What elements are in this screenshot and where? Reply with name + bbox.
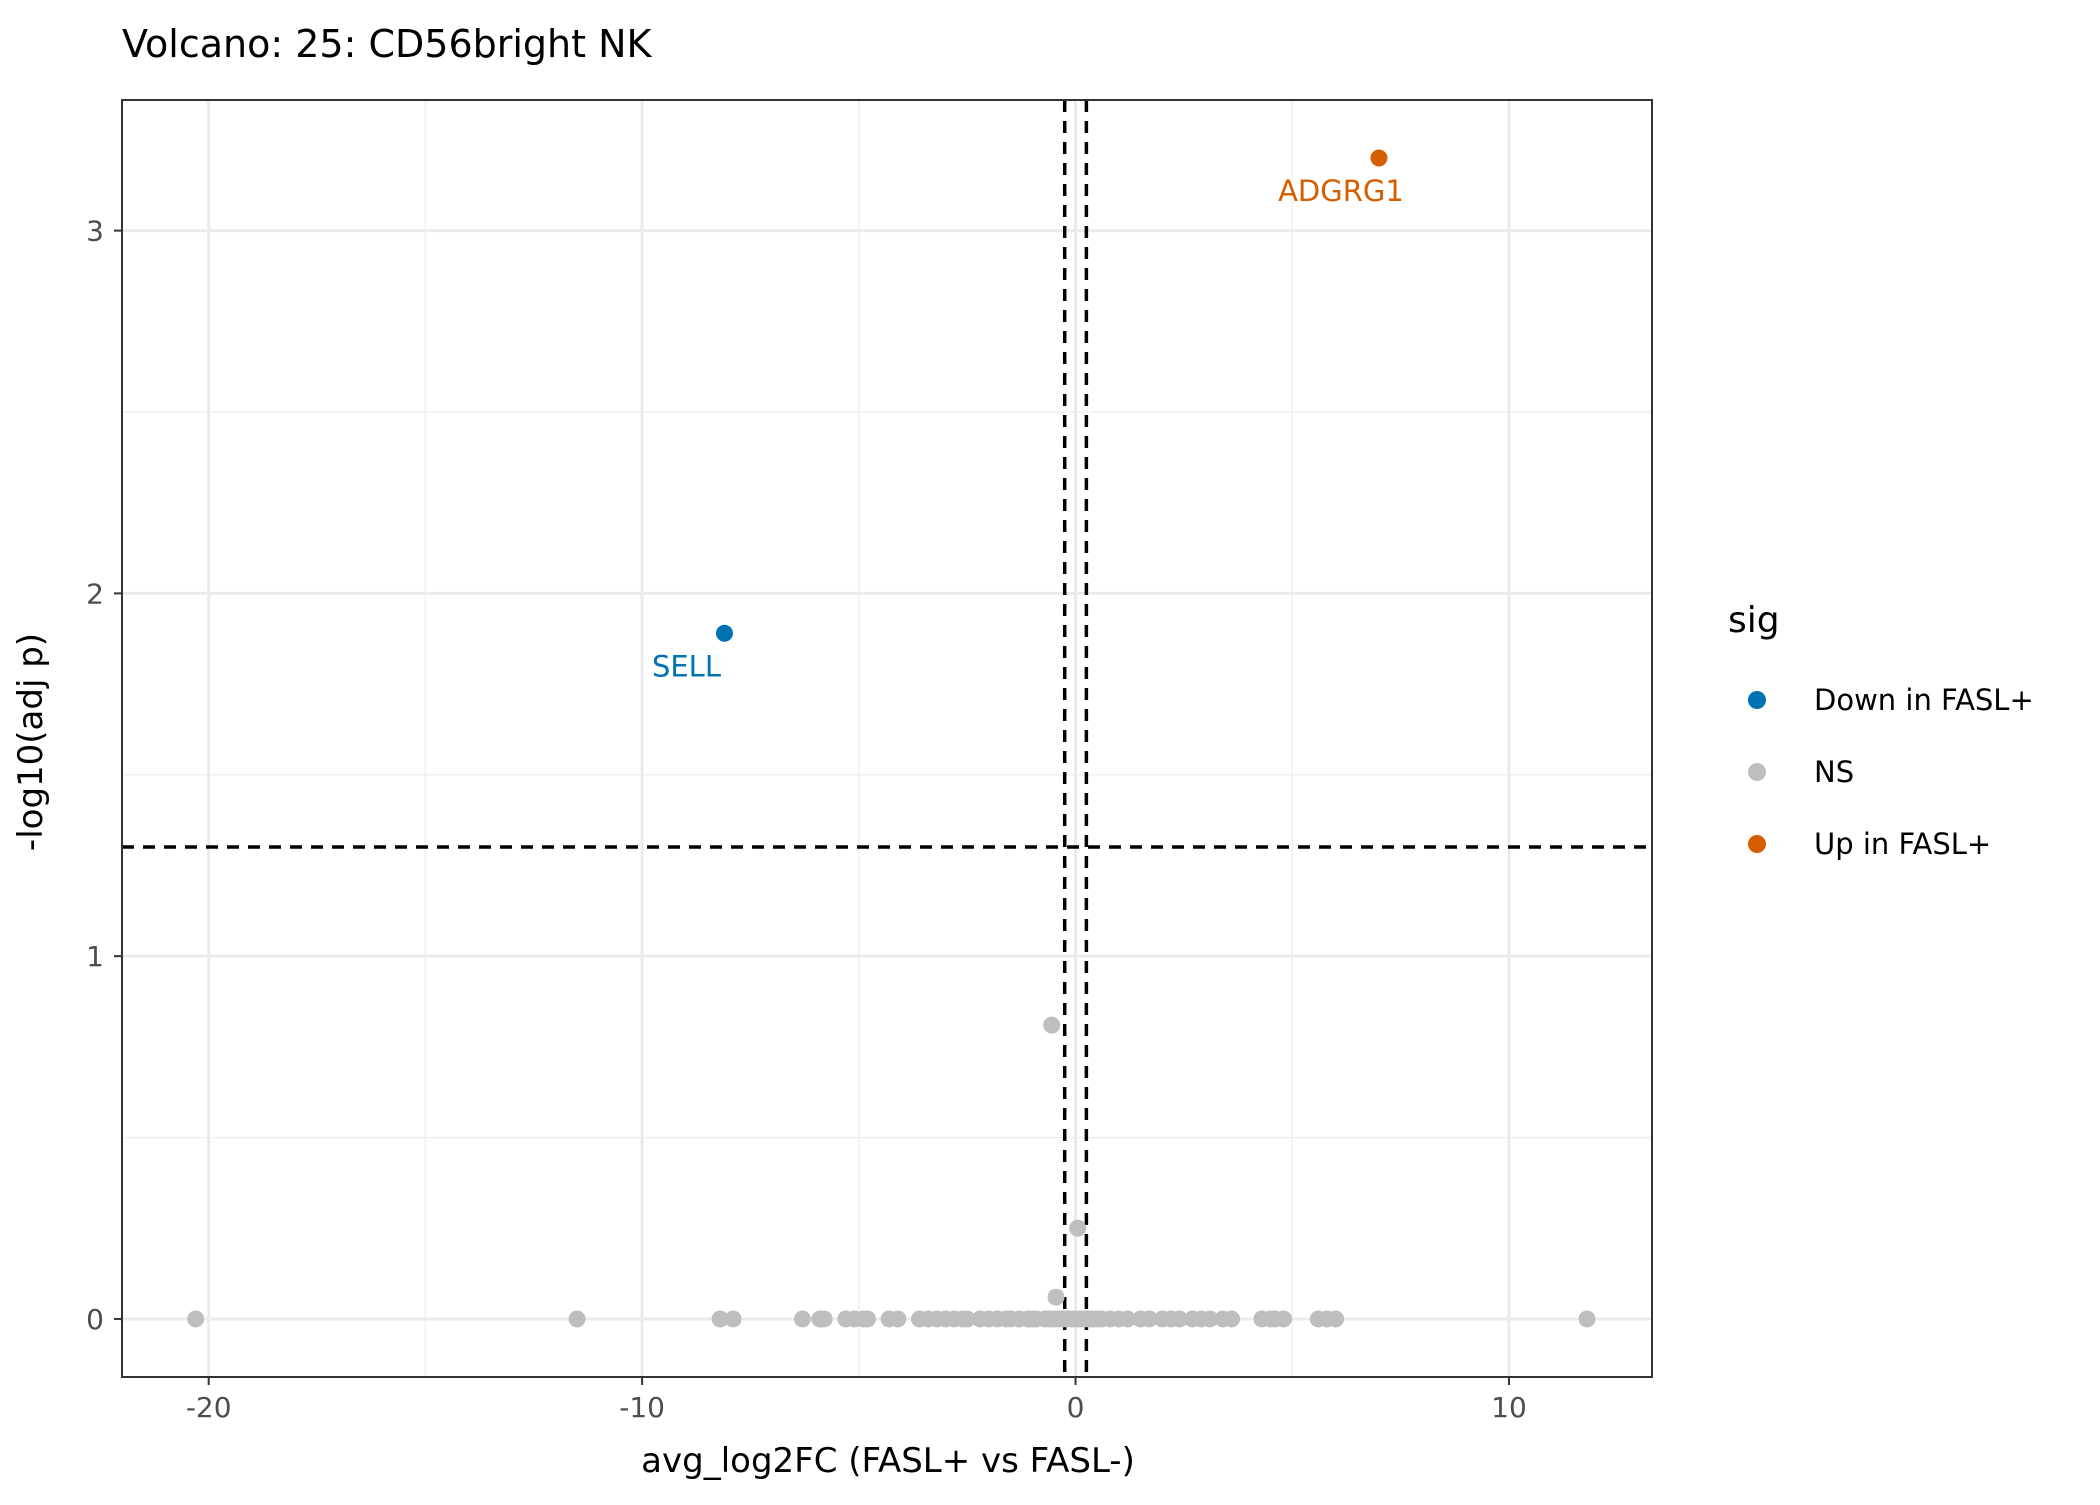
x-axis-title: avg_log2FC (FASL+ vs FASL-) xyxy=(641,1441,1135,1481)
legend-title: sig xyxy=(1728,600,1780,641)
y-axis-title: -log10(adj p) xyxy=(11,633,51,851)
data-point xyxy=(889,1310,907,1328)
y-axis-tick-label: 0 xyxy=(86,1303,104,1336)
data-point xyxy=(187,1310,205,1328)
data-point xyxy=(1043,1016,1061,1034)
data-point xyxy=(1578,1310,1596,1328)
data-point xyxy=(711,1310,729,1328)
x-axis-tick-label: -10 xyxy=(619,1391,665,1424)
point-label: ADGRG1 xyxy=(1278,174,1404,208)
chart-title: Volcano: 25: CD56bright NK xyxy=(122,22,653,66)
data-point xyxy=(1370,149,1388,167)
y-axis-tick-label: 2 xyxy=(86,577,104,610)
data-point xyxy=(1275,1310,1293,1328)
x-axis-tick-label: -20 xyxy=(186,1391,232,1424)
legend-key-up xyxy=(1748,835,1766,853)
data-point xyxy=(1047,1288,1065,1306)
data-point xyxy=(568,1310,586,1328)
data-point xyxy=(1223,1310,1241,1328)
data-point xyxy=(1201,1310,1219,1328)
data-point xyxy=(715,624,733,642)
point-label: SELL xyxy=(652,649,721,683)
legend-label-down: Down in FASL+ xyxy=(1814,683,2034,717)
data-point xyxy=(858,1310,876,1328)
panel-background xyxy=(122,100,1652,1377)
legend-key-down xyxy=(1748,691,1766,709)
data-point xyxy=(1119,1310,1137,1328)
y-axis-tick-label: 1 xyxy=(86,940,104,973)
data-point xyxy=(793,1310,811,1328)
legend-label-up: Up in FASL+ xyxy=(1814,827,1991,861)
data-point xyxy=(1327,1310,1345,1328)
legend: sig Down in FASL+ NS Up in FASL+ xyxy=(1728,600,2034,861)
legend-key-ns xyxy=(1748,763,1766,781)
data-point xyxy=(1140,1310,1158,1328)
data-point xyxy=(724,1310,742,1328)
data-point xyxy=(1171,1310,1189,1328)
data-point xyxy=(1069,1219,1087,1237)
y-axis-tick-label: 3 xyxy=(86,215,104,248)
x-axis-tick-label: 10 xyxy=(1491,1391,1527,1424)
legend-label-ns: NS xyxy=(1814,755,1854,789)
panel-border xyxy=(121,99,1653,1378)
x-axis-tick-label: 0 xyxy=(1067,1391,1085,1424)
data-point xyxy=(815,1310,833,1328)
data-point xyxy=(958,1310,976,1328)
plot-panel: SELL ADGRG1 -20 -10 0 10 0 1 2 3 xyxy=(86,99,1653,1424)
